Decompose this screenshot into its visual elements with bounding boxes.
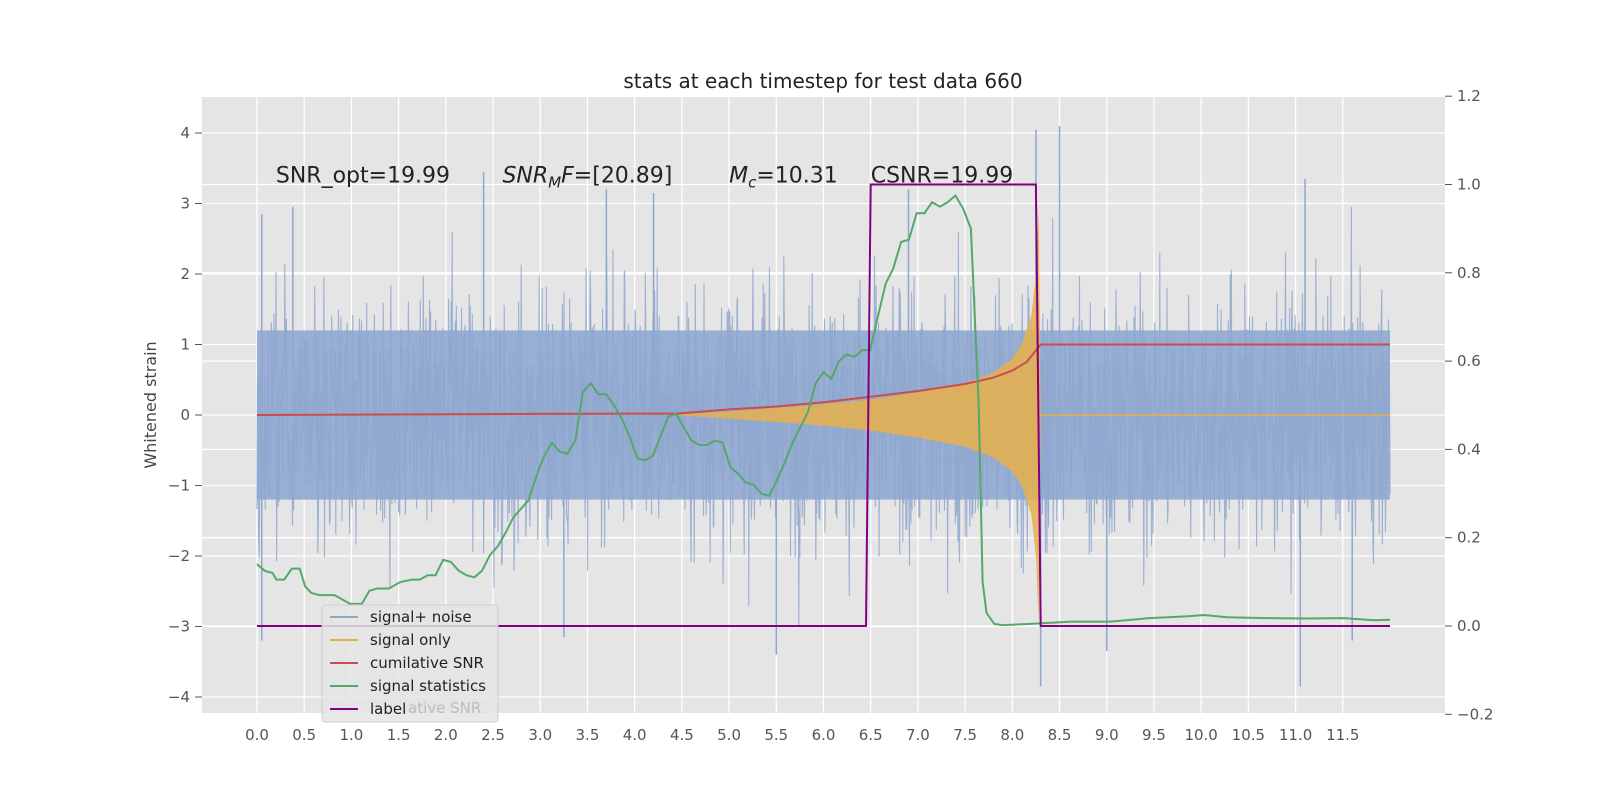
y-tick-label: 0 bbox=[180, 406, 190, 424]
y-tick-label: 3 bbox=[180, 195, 190, 213]
x-tick-label: 1.0 bbox=[339, 726, 363, 744]
series-lines bbox=[256, 183, 1391, 627]
y2-tick-label: 1.2 bbox=[1457, 87, 1481, 105]
annotation: Mc=10.31 bbox=[729, 163, 838, 191]
x-tick-label: 5.5 bbox=[764, 726, 788, 744]
x-tick-label: 8.5 bbox=[1048, 726, 1072, 744]
y-tick-label: 4 bbox=[180, 124, 190, 142]
x-tick-label: 3.0 bbox=[528, 726, 552, 744]
y-tick-label: −4 bbox=[168, 688, 190, 706]
signal-only-envelope bbox=[672, 208, 1041, 622]
x-tick-label: 2.5 bbox=[481, 726, 505, 744]
x-tick-label: 10.0 bbox=[1184, 726, 1217, 744]
y-tick-label: 2 bbox=[180, 265, 190, 283]
x-tick-label: 9.0 bbox=[1095, 726, 1119, 744]
y2-tick-label: 0.0 bbox=[1457, 617, 1481, 635]
y2-tick-label: 0.6 bbox=[1457, 352, 1481, 370]
y2-tick-label: 0.4 bbox=[1457, 440, 1481, 458]
x-tick-label: 1.5 bbox=[387, 726, 411, 744]
x-tick-label: 4.5 bbox=[670, 726, 694, 744]
x-tick-label: 0.5 bbox=[292, 726, 316, 744]
annotation: SNRMF=[20.89] bbox=[502, 163, 672, 191]
x-tick-label: 5.0 bbox=[717, 726, 741, 744]
y-tick-label: −3 bbox=[168, 618, 190, 636]
series-signal-only bbox=[672, 208, 1390, 622]
x-tick-label: 6.5 bbox=[859, 726, 883, 744]
x-tick-label: 11.5 bbox=[1326, 726, 1359, 744]
legend-label: signal statistics bbox=[370, 677, 486, 695]
annotation: SNR_opt=19.99 bbox=[276, 163, 450, 188]
y-tick-label: −2 bbox=[168, 547, 190, 565]
y2-tick-label: 0.2 bbox=[1457, 529, 1481, 547]
axes: 0.0 0.5 1.0 1.5 2.0 2.5 3.0 3.5 4.0 4.5 5.0 5.5 6.0 6… bbox=[168, 87, 1494, 744]
legend-label: label bbox=[370, 700, 406, 718]
x-tick-label: 2.0 bbox=[434, 726, 458, 744]
legend-ghost-text: ative SNR bbox=[408, 699, 481, 717]
x-tick-label: 7.5 bbox=[953, 726, 977, 744]
y2-tick-label: 1.0 bbox=[1457, 176, 1481, 194]
x-tick-label: 3.5 bbox=[576, 726, 600, 744]
x-tick-label: 9.5 bbox=[1142, 726, 1166, 744]
annotation: CSNR=19.99 bbox=[871, 163, 1013, 188]
y2-tick-label: −0.2 bbox=[1457, 705, 1493, 723]
series-cumilative-snr bbox=[256, 343, 1390, 416]
x-tick-label: 7.0 bbox=[906, 726, 930, 744]
legend: ative SNR signal+ noise signal only cumilat… bbox=[321, 604, 499, 723]
x-tick-label: 6.0 bbox=[812, 726, 836, 744]
y-axis-label: Whitened strain bbox=[141, 341, 160, 468]
y-tick-label: 1 bbox=[180, 336, 190, 354]
series-signal-statistics bbox=[256, 193, 1391, 627]
series-label bbox=[257, 183, 1390, 627]
chart-title: stats at each timestep for test data 660 bbox=[623, 69, 1022, 93]
x-tick-label: 10.5 bbox=[1232, 726, 1265, 744]
x-tick-label: 8.0 bbox=[1000, 726, 1024, 744]
x-tick-label: 11.0 bbox=[1279, 726, 1312, 744]
x-tick-label: 4.0 bbox=[623, 726, 647, 744]
x-tick-label: 0.0 bbox=[245, 726, 269, 744]
legend-label: cumilative SNR bbox=[370, 654, 484, 672]
legend-label: signal only bbox=[370, 631, 451, 649]
annotations: SNR_opt=19.99 SNRMF=[20.89] Mc=10.31 CSNR=1… bbox=[276, 163, 1013, 191]
legend-box bbox=[321, 604, 499, 723]
y-tick-label: −1 bbox=[168, 477, 190, 495]
y2-tick-label: 0.8 bbox=[1457, 264, 1481, 282]
legend-label: signal+ noise bbox=[370, 608, 472, 626]
